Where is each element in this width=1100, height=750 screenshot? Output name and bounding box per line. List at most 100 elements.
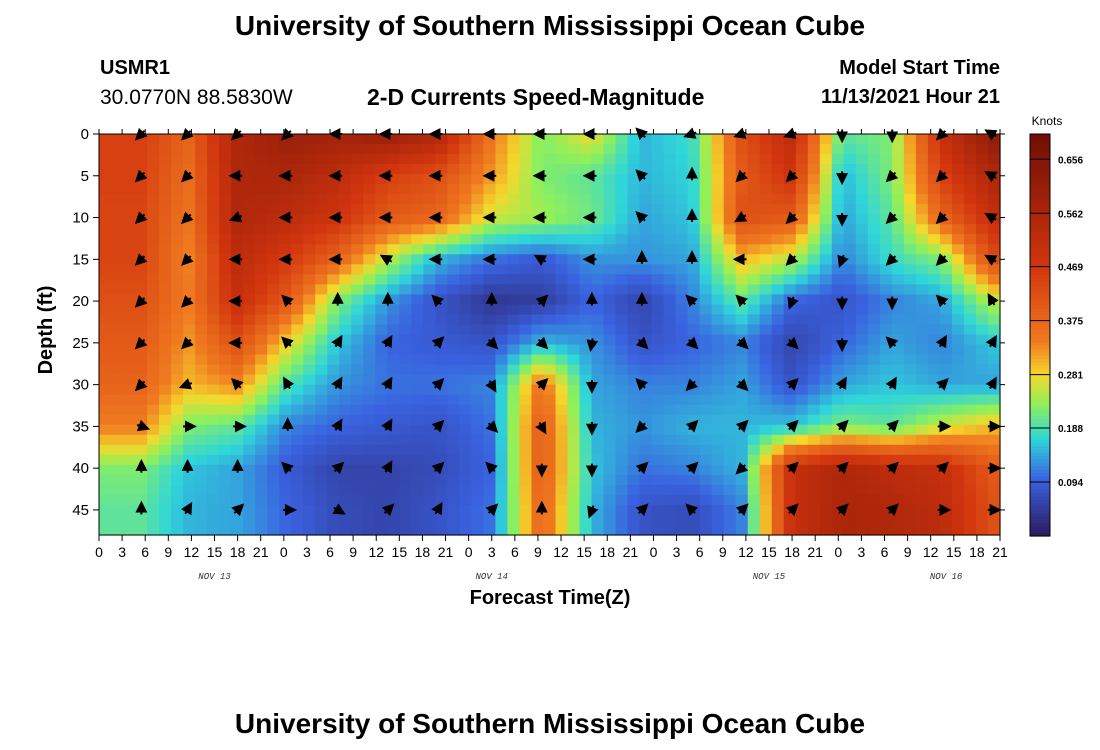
heatmap-cell xyxy=(699,204,713,215)
heatmap-cell xyxy=(711,164,725,175)
heatmap-cell xyxy=(699,334,713,346)
heatmap-cell xyxy=(651,514,665,526)
heatmap-cell xyxy=(615,474,629,486)
heatmap-cell xyxy=(231,434,244,446)
heatmap-cell xyxy=(303,504,316,516)
heatmap-cell xyxy=(531,364,545,376)
heatmap-cell xyxy=(351,164,364,175)
current-arrow xyxy=(935,169,949,183)
heatmap-cell xyxy=(855,524,869,536)
heatmap-cell xyxy=(411,424,424,436)
heatmap-cell xyxy=(147,364,160,376)
heatmap-cell xyxy=(363,184,376,195)
heatmap-cell xyxy=(615,304,629,316)
heatmap-cell xyxy=(987,524,1001,536)
x-tick-label: 6 xyxy=(141,544,149,560)
heatmap-cell xyxy=(507,224,521,235)
heatmap-cell xyxy=(987,354,1001,366)
heatmap-cell xyxy=(399,294,412,306)
heatmap-cell xyxy=(879,164,893,175)
heatmap-cell xyxy=(555,234,569,245)
heatmap-cell xyxy=(939,454,953,466)
heatmap-cell xyxy=(615,424,629,436)
heatmap-cell xyxy=(543,484,557,496)
current-arrow xyxy=(835,503,849,517)
heatmap-cell xyxy=(915,454,929,466)
heatmap-cell xyxy=(927,354,941,366)
heatmap-cell xyxy=(723,324,737,336)
current-arrow xyxy=(535,378,549,391)
heatmap-cell xyxy=(963,404,977,416)
heatmap-cell xyxy=(135,244,148,255)
heatmap-cell xyxy=(303,334,316,346)
heatmap-cell xyxy=(819,184,833,195)
heatmap-cell xyxy=(639,354,653,366)
heatmap-cell xyxy=(567,414,581,426)
heatmap-cell xyxy=(579,284,593,296)
heatmap-cell xyxy=(303,444,316,456)
heatmap-cell xyxy=(651,414,665,426)
heatmap-cell xyxy=(315,384,328,396)
heatmap-cell xyxy=(375,144,388,155)
heatmap-cell xyxy=(963,464,977,476)
heatmap-cell xyxy=(963,204,977,215)
heatmap-cell xyxy=(795,514,809,526)
heatmap-cell xyxy=(303,194,316,205)
heatmap-cell xyxy=(843,184,857,195)
heatmap-cell xyxy=(159,314,172,326)
heatmap-cell xyxy=(171,344,184,356)
heatmap-cell xyxy=(195,514,208,526)
heatmap-cell xyxy=(243,314,256,326)
colorbar-segment xyxy=(1030,271,1050,276)
heatmap-cell xyxy=(747,354,761,366)
heatmap-cell xyxy=(675,464,689,476)
heatmap-cell xyxy=(183,414,196,426)
heatmap-cell xyxy=(579,414,593,426)
heatmap-cell xyxy=(459,274,473,285)
heatmap-cell xyxy=(243,464,256,476)
footer-title: University of Southern Mississippi Ocean… xyxy=(234,708,866,739)
heatmap-cell xyxy=(963,514,977,526)
heatmap-cell xyxy=(363,174,376,185)
heatmap-cell xyxy=(483,234,497,245)
heatmap-cell xyxy=(459,334,473,346)
heatmap-cell xyxy=(375,354,388,366)
heatmap-cell xyxy=(255,204,268,215)
heatmap-cell xyxy=(351,344,364,356)
heatmap-cell xyxy=(915,214,929,225)
heatmap-cell xyxy=(519,484,533,496)
heatmap-cell xyxy=(159,244,172,255)
heatmap-cell xyxy=(399,324,412,336)
heatmap-cell xyxy=(267,204,280,215)
heatmap-cell xyxy=(843,204,857,215)
heatmap-cell xyxy=(531,274,545,285)
heatmap-cell xyxy=(723,354,737,366)
heatmap-cell xyxy=(771,164,785,175)
heatmap-cell xyxy=(519,234,533,245)
colorbar-segment xyxy=(1030,241,1050,246)
x-tick-label: 12 xyxy=(553,544,569,560)
current-arrow xyxy=(785,211,799,225)
heatmap-cell xyxy=(183,324,196,336)
heatmap-cell xyxy=(255,414,268,426)
heatmap-cell xyxy=(723,144,737,155)
heatmap-cell xyxy=(411,334,424,346)
heatmap-cell xyxy=(855,224,869,235)
heatmap-cell xyxy=(795,194,809,205)
heatmap-cell xyxy=(747,254,761,265)
heatmap-cell xyxy=(819,204,833,215)
heatmap-cell xyxy=(579,334,593,346)
heatmap-cell xyxy=(267,444,280,456)
heatmap-cell xyxy=(975,364,989,376)
model-start-value: 11/13/2021 Hour 21 xyxy=(820,86,1000,108)
current-arrow xyxy=(379,254,394,266)
heatmap-cell xyxy=(363,424,376,436)
heatmap-cell xyxy=(591,334,605,346)
heatmap-cell xyxy=(855,444,869,456)
heatmap-cell xyxy=(831,184,845,195)
heatmap-cell xyxy=(771,294,785,306)
heatmap-cell xyxy=(219,184,232,195)
heatmap-cell xyxy=(543,474,557,486)
y-tick-label: 25 xyxy=(72,335,89,352)
heatmap-cell xyxy=(135,264,148,275)
